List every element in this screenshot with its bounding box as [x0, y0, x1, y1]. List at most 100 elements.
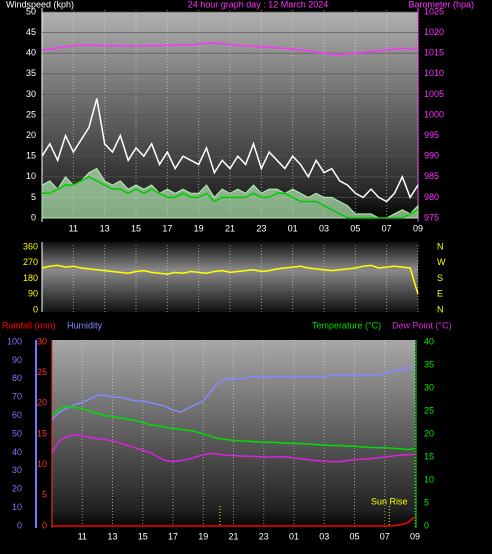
- y2-tick-label: 1000: [424, 109, 444, 119]
- x-tick-label: 09: [413, 223, 423, 233]
- y-tick-label: 30: [37, 336, 47, 346]
- y-tick-label: 20: [26, 130, 36, 140]
- legend-label: Rainfall (mm): [2, 320, 56, 330]
- x-tick-label: 21: [225, 223, 235, 233]
- x-tick-label: 15: [138, 531, 148, 541]
- direction-panel: [42, 242, 418, 312]
- line: [41, 42, 419, 56]
- chart-title: 24 hour graph day : 12 March 2024: [188, 0, 329, 9]
- legend-label: Dew Point (°C): [392, 320, 452, 330]
- y2-tick-label: N: [437, 241, 444, 251]
- x-tick-label: 07: [382, 223, 392, 233]
- y-tick-label: 0: [33, 304, 38, 314]
- y3-tick-label: 80: [12, 373, 22, 383]
- x-tick-label: 17: [162, 223, 172, 233]
- x-tick-label: 21: [228, 531, 238, 541]
- y-tick-label: 360: [23, 241, 38, 251]
- y-tick-label: 270: [23, 257, 38, 267]
- y2-tick-label: S: [437, 273, 443, 283]
- line: [51, 405, 416, 451]
- y2-tick-label: 975: [424, 212, 439, 222]
- y3-tick-label: 40: [12, 447, 22, 457]
- y2-tick-label: 25: [424, 405, 434, 415]
- x-tick-label: 01: [288, 223, 298, 233]
- y-axis-label: Windspeed (kph): [6, 0, 74, 9]
- y2-tick-label: 35: [424, 359, 434, 369]
- y-tick-label: 20: [37, 398, 47, 408]
- x-tick-label: 17: [168, 531, 178, 541]
- legend-label: Humidity: [67, 320, 103, 330]
- x-tick-label: 05: [349, 531, 359, 541]
- y2-tick-label: 15: [424, 451, 434, 461]
- y-tick-label: 5: [31, 192, 36, 202]
- y3-tick-label: 50: [12, 428, 22, 438]
- y2-tick-label: 1015: [424, 48, 444, 58]
- y-tick-label: 15: [37, 428, 47, 438]
- y2-tick-label: 1025: [424, 6, 444, 16]
- y2-tick-label: 5: [424, 497, 429, 507]
- y2-tick-label: 1005: [424, 89, 444, 99]
- x-tick-label: 13: [107, 531, 117, 541]
- x-tick-label: 01: [289, 531, 299, 541]
- y2-axis-label: Barometer (hpa): [408, 0, 474, 9]
- y-tick-label: 10: [26, 171, 36, 181]
- line: [41, 98, 419, 203]
- y-tick-label: 30: [26, 89, 36, 99]
- x-tick-label: 13: [100, 223, 110, 233]
- y-tick-label: 25: [26, 109, 36, 119]
- line: [51, 434, 416, 463]
- y-tick-label: 15: [26, 151, 36, 161]
- y3-tick-label: 30: [12, 465, 22, 475]
- x-tick-label: 03: [319, 531, 329, 541]
- y2-tick-label: 0: [424, 520, 429, 530]
- y3-tick-label: 70: [12, 392, 22, 402]
- line: [52, 516, 416, 527]
- x-tick-label: 19: [198, 531, 208, 541]
- y3-tick-label: 20: [12, 484, 22, 494]
- y2-tick-label: E: [437, 289, 443, 299]
- x-tick-label: 11: [69, 223, 78, 233]
- y-tick-label: 50: [26, 6, 36, 16]
- y-tick-label: 10: [37, 459, 47, 469]
- y3-tick-label: 60: [12, 410, 22, 420]
- y2-tick-label: 1020: [424, 27, 444, 37]
- line: [41, 264, 419, 295]
- x-tick-label: 11: [78, 531, 87, 541]
- y-tick-label: 90: [28, 289, 38, 299]
- y2-tick-label: 10: [424, 474, 434, 484]
- x-tick-label: 23: [259, 531, 269, 541]
- y2-tick-label: 1010: [424, 68, 444, 78]
- y2-tick-label: 40: [424, 336, 434, 346]
- y-tick-label: 35: [26, 68, 36, 78]
- y-tick-label: 0: [31, 212, 36, 222]
- y2-tick-label: 980: [424, 192, 439, 202]
- x-tick-label: 23: [256, 223, 266, 233]
- y2-tick-label: 985: [424, 171, 439, 181]
- line: [42, 175, 419, 219]
- y-tick-label: 45: [26, 27, 36, 37]
- y-tick-label: 40: [26, 48, 36, 58]
- x-tick-label: 07: [380, 531, 390, 541]
- y-tick-label: 180: [23, 273, 38, 283]
- x-tick-label: 15: [131, 223, 141, 233]
- line: [51, 367, 415, 420]
- y3-tick-label: 0: [17, 520, 22, 530]
- y2-tick-label: 20: [424, 428, 434, 438]
- y2-tick-label: 990: [424, 151, 439, 161]
- y2-tick-label: 995: [424, 130, 439, 140]
- annotation: Sun Rise: [371, 496, 408, 506]
- x-tick-label: 03: [319, 223, 329, 233]
- y2-tick-label: W: [437, 257, 446, 267]
- y2-tick-label: N: [437, 304, 444, 314]
- y3-tick-label: 100: [7, 336, 22, 346]
- y-tick-label: 5: [42, 490, 47, 500]
- y3-tick-label: 10: [12, 502, 22, 512]
- y2-tick-label: 30: [424, 382, 434, 392]
- y-tick-label: 0: [42, 520, 47, 530]
- x-tick-label: 05: [350, 223, 360, 233]
- y-tick-label: 25: [37, 367, 47, 377]
- y3-tick-label: 90: [12, 355, 22, 365]
- x-tick-label: 19: [194, 223, 204, 233]
